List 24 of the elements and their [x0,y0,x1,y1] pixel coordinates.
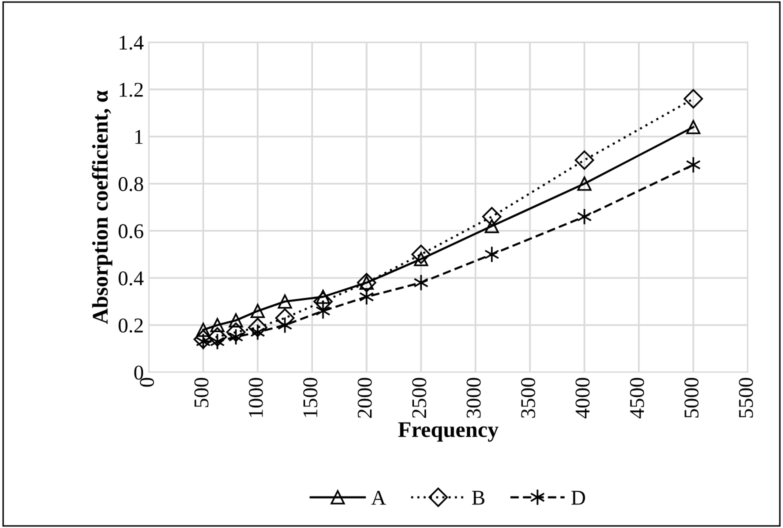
x-tick-label: 500 [194,378,208,408]
y-tick-label: 1 [135,130,143,144]
x-axis-title: Frequency [398,422,498,442]
legend-label: A [371,490,386,505]
x-tick-label: 1500 [303,378,318,417]
y-tick-label: 0.6 [118,224,144,238]
y-tick-label: 1.4 [120,36,144,50]
x-tick-label: 4000 [576,378,590,418]
x-tick-label: 4500 [630,378,644,418]
legend-label: D [571,490,586,505]
x-tick-label: 3500 [521,378,536,418]
y-tick-label: 0.8 [118,177,144,192]
x-tick-label: 5000 [684,378,699,418]
x-tick-label: 1000 [248,378,263,417]
y-tick-label: 0 [134,366,144,380]
y-tick-label: 1.2 [120,82,143,97]
y-tick-label: 0.4 [118,271,144,286]
x-tick-label: 5500 [738,378,753,418]
y-axis-title: Absorption coefficient, α [92,90,112,324]
x-tick-label: 3000 [466,378,481,418]
x-tick-label: 2000 [358,378,372,418]
legend-label: B [472,490,484,505]
x-tick-label: 2500 [412,378,426,418]
y-tick-label: 0.2 [118,318,143,333]
